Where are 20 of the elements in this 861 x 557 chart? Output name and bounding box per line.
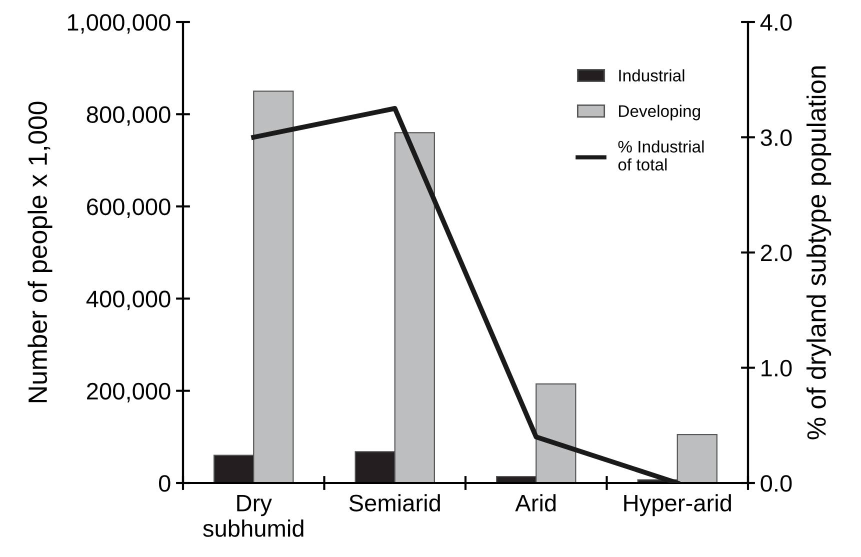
- y-tick-label: 600,000: [87, 198, 170, 218]
- y2-tick-label: 3.0: [760, 129, 792, 146]
- y2-tick-label: 0.0: [760, 475, 792, 492]
- y2-axis-title: % of dryland subtype population: [806, 66, 832, 440]
- y2-tick-label: 4.0: [760, 14, 792, 31]
- y2-tick-label: 1.0: [762, 360, 792, 377]
- legend-label: Industrial: [619, 69, 684, 82]
- x-tick-label: Arid: [515, 494, 556, 512]
- y-tick-label: 1,000,000: [68, 14, 170, 34]
- x-tick-label: Semiarid: [349, 494, 440, 512]
- y-tick-label: 400,000: [86, 290, 170, 310]
- x-tick-label: Hyper-arid: [624, 494, 731, 516]
- x-tick-label: Dry subhumid: [203, 494, 304, 537]
- y-tick-label: 200,000: [87, 382, 170, 402]
- legend-label: % Industrial of total: [618, 140, 704, 171]
- y-axis-title: Number of people x 1,000: [28, 102, 52, 402]
- y2-tick-label: 2.0: [760, 244, 792, 262]
- y-tick-label: 0: [158, 475, 170, 492]
- y-tick-label: 800,000: [86, 106, 170, 126]
- legend-label: Developing: [619, 104, 700, 120]
